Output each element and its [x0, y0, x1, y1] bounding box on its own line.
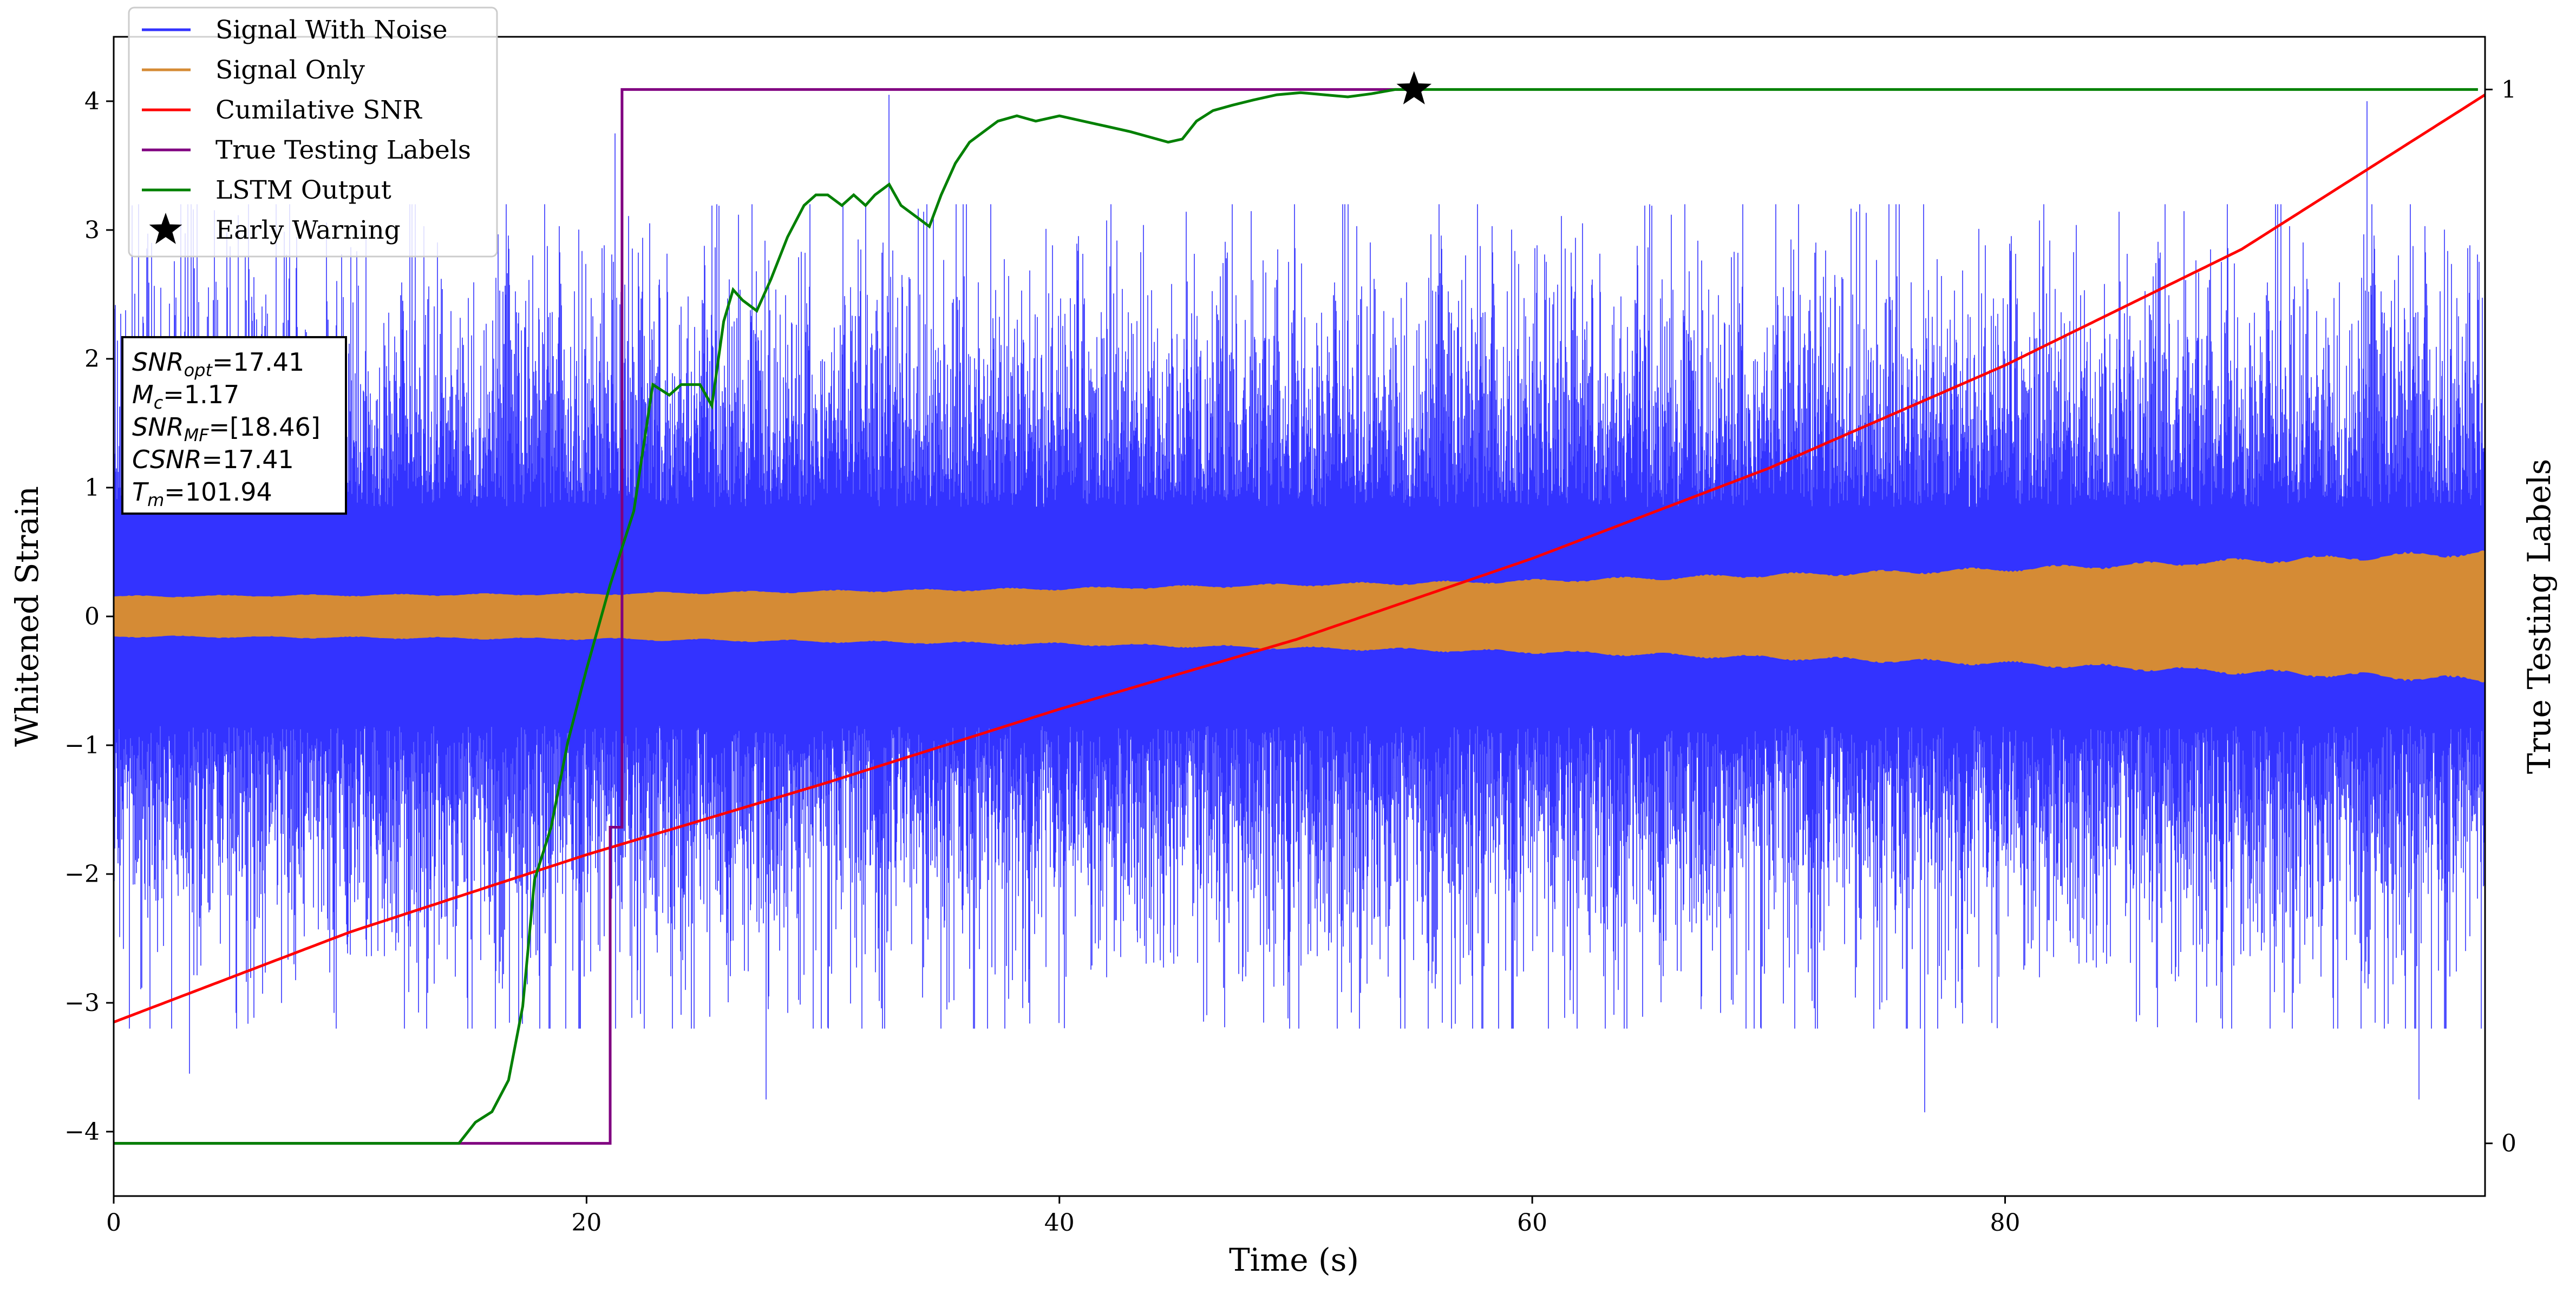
info-snr-mf: SNRMF=[18.46] — [132, 412, 321, 445]
x-tick-label: 80 — [1990, 1209, 2021, 1237]
legend: Signal With Noise Signal Only Cumilative S… — [128, 6, 498, 258]
info-tm: Tm=101.94 — [132, 477, 272, 510]
legend-label: Signal With Noise — [215, 15, 448, 45]
true-testing-labels-line — [114, 88, 1414, 1145]
y-axis-title: Whitened Strain — [9, 486, 45, 747]
y-tick-label: 1 — [84, 474, 100, 502]
early-warning-series — [1396, 71, 1432, 104]
y-tick-label: 3 — [84, 216, 100, 244]
signal-only-band — [114, 550, 2485, 683]
lstm-output-series — [114, 88, 2478, 1145]
info-box-frame — [121, 336, 347, 515]
info-mc: Mc=1.17 — [132, 380, 239, 413]
x-tick-label: 40 — [1044, 1209, 1075, 1237]
y-axis-ticks: −4 −3 −2 −1 0 1 2 3 4 — [64, 88, 114, 1146]
cumulative-snr-series — [114, 93, 2485, 1024]
x-tick-label: 0 — [106, 1209, 121, 1237]
legend-label: True Testing Labels — [215, 135, 471, 165]
info-csnr: CSNR=17.41 — [132, 445, 294, 474]
legend-star-icon — [149, 213, 182, 244]
x-tick-label: 20 — [571, 1209, 601, 1237]
info-box: SNRopt=17.41 Mc=1.17 SNRMF=[18.46] CSNR=… — [121, 336, 347, 515]
legend-item: Signal With Noise — [142, 15, 448, 45]
y-tick-label: 0 — [84, 603, 100, 630]
legend-item: Cumilative SNR — [142, 95, 422, 125]
legend-item: LSTM Output — [142, 175, 391, 205]
y-tick-label: −2 — [64, 861, 100, 888]
legend-label: Signal Only — [215, 55, 365, 85]
y-tick-label: −3 — [64, 989, 100, 1017]
cumulative-snr-line — [114, 93, 2485, 1024]
x-axis-title: Time (s) — [1229, 1242, 1359, 1278]
x-tick-label: 60 — [1517, 1209, 1547, 1237]
true-testing-labels-series — [114, 88, 1414, 1145]
y-tick-label: −4 — [64, 1118, 100, 1146]
info-snr-opt: SNRopt=17.41 — [132, 347, 304, 380]
legend-item: Signal Only — [142, 55, 365, 85]
legend-label: LSTM Output — [215, 175, 391, 205]
y-tick-label: −1 — [64, 732, 100, 759]
y-tick-label: 4 — [84, 88, 100, 115]
legend-item: True Testing Labels — [142, 135, 471, 165]
x-axis-ticks: 0 20 40 60 80 — [106, 1196, 2021, 1237]
legend-label: Cumilative SNR — [215, 95, 422, 125]
lstm-output-line — [114, 88, 2478, 1145]
y2-axis-title: True Testing Labels — [2521, 459, 2558, 774]
y2-axis-ticks: 01 — [2485, 76, 2516, 1158]
signal-only-series — [114, 550, 2485, 683]
plot-area — [114, 88, 2485, 1145]
early-warning-marker — [1396, 71, 1432, 104]
y2-tick-label: 0 — [2501, 1130, 2516, 1158]
y-tick-label: 2 — [84, 345, 100, 373]
legend-frame — [128, 6, 498, 258]
legend-item: Early Warning — [149, 213, 401, 245]
legend-label: Early Warning — [215, 215, 401, 245]
y2-tick-label: 1 — [2501, 76, 2516, 103]
